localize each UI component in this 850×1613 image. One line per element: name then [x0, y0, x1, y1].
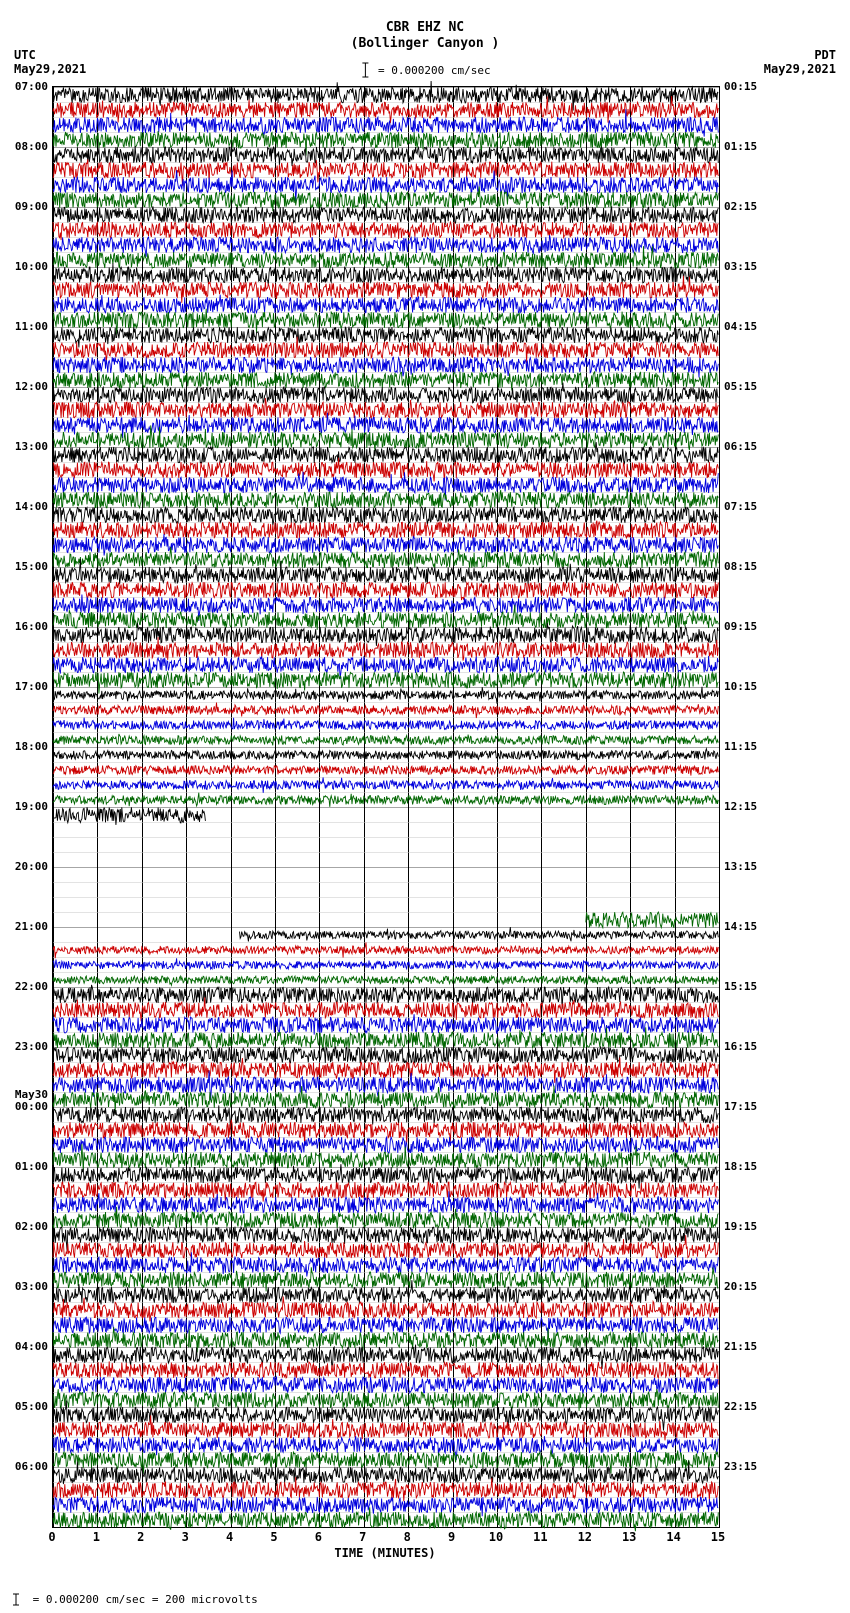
y-label-left: 20:00: [4, 860, 48, 873]
x-axis-title: TIME (MINUTES): [52, 1546, 718, 1560]
y-label-right: 11:15: [724, 740, 757, 753]
y-label-left: 03:00: [4, 1280, 48, 1293]
seismic-trace: [53, 799, 719, 831]
x-tick-label: 7: [359, 1530, 366, 1544]
x-tick-label: 2: [137, 1530, 144, 1544]
y-label-left: 18:00: [4, 740, 48, 753]
y-label-left: 21:00: [4, 920, 48, 933]
y-label-right: 10:15: [724, 680, 757, 693]
y-label-left: 23:00: [4, 1040, 48, 1053]
y-label-left: 02:00: [4, 1220, 48, 1233]
x-tick-label: 11: [533, 1530, 547, 1544]
y-label-left: 12:00: [4, 380, 48, 393]
y-label-right: 03:15: [724, 260, 757, 273]
scale-text: = 0.000200 cm/sec: [378, 64, 491, 77]
y-label-left: 01:00: [4, 1160, 48, 1173]
y-label-left: 19:00: [4, 800, 48, 813]
scale-indicator: = 0.000200 cm/sec: [359, 62, 490, 80]
y-label-left: 05:00: [4, 1400, 48, 1413]
y-label-left: 08:00: [4, 140, 48, 153]
x-tick-label: 9: [448, 1530, 455, 1544]
y-label-left: 16:00: [4, 620, 48, 633]
y-label-right: 23:15: [724, 1460, 757, 1473]
y-label-right: 05:15: [724, 380, 757, 393]
x-tick-label: 5: [270, 1530, 277, 1544]
y-label-right: 13:15: [724, 860, 757, 873]
y-label-right: 00:15: [724, 80, 757, 93]
y-label-left: 10:00: [4, 260, 48, 273]
seismic-trace: [53, 1504, 719, 1536]
y-label-right: 18:15: [724, 1160, 757, 1173]
x-tick-label: 13: [622, 1530, 636, 1544]
y-label-right: 22:15: [724, 1400, 757, 1413]
tz-right: PDT: [814, 48, 836, 62]
y-label-right: 01:15: [724, 140, 757, 153]
y-label-left: 04:00: [4, 1340, 48, 1353]
x-tick-label: 1: [93, 1530, 100, 1544]
station-location: (Bollinger Canyon ): [0, 36, 850, 52]
y-label-right: 19:15: [724, 1220, 757, 1233]
y-label-right: 17:15: [724, 1100, 757, 1113]
date-left: May29,2021: [14, 62, 86, 76]
seismogram-container: CBR EHZ NC (Bollinger Canyon ) = 0.00020…: [0, 0, 850, 1613]
y-label-left: 09:00: [4, 200, 48, 213]
y-label-right: 04:15: [724, 320, 757, 333]
y-label-right: 14:15: [724, 920, 757, 933]
y-label-right: 06:15: [724, 440, 757, 453]
y-label-left: 07:00: [4, 80, 48, 93]
y-label-left: 14:00: [4, 500, 48, 513]
y-label-right: 15:15: [724, 980, 757, 993]
x-tick-label: 0: [48, 1530, 55, 1544]
x-tick-label: 4: [226, 1530, 233, 1544]
x-tick-label: 14: [666, 1530, 680, 1544]
y-label-right: 20:15: [724, 1280, 757, 1293]
header: CBR EHZ NC (Bollinger Canyon ): [0, 20, 850, 51]
footer-text: = 0.000200 cm/sec = 200 microvolts: [33, 1593, 258, 1606]
x-tick-label: 6: [315, 1530, 322, 1544]
y-label-right: 07:15: [724, 500, 757, 513]
y-label-left: 17:00: [4, 680, 48, 693]
y-label-right: 21:15: [724, 1340, 757, 1353]
x-tick-label: 10: [489, 1530, 503, 1544]
y-label-right: 09:15: [724, 620, 757, 633]
station-id: CBR EHZ NC: [0, 20, 850, 36]
x-tick-label: 3: [182, 1530, 189, 1544]
y-label-left: 00:00: [4, 1100, 48, 1113]
y-label-left: 06:00: [4, 1460, 48, 1473]
y-label-right: 16:15: [724, 1040, 757, 1053]
y-label-right: 12:15: [724, 800, 757, 813]
y-label-right: 02:15: [724, 200, 757, 213]
y-label-left: 13:00: [4, 440, 48, 453]
y-label-left: 11:00: [4, 320, 48, 333]
footer: = 0.000200 cm/sec = 200 microvolts: [6, 1593, 258, 1607]
x-tick-label: 8: [404, 1530, 411, 1544]
x-tick-label: 12: [578, 1530, 592, 1544]
x-tick-label: 15: [711, 1530, 725, 1544]
y-label-left: 22:00: [4, 980, 48, 993]
date-right: May29,2021: [764, 62, 836, 76]
y-label-left: 15:00: [4, 560, 48, 573]
seismogram-plot: [52, 86, 720, 1528]
tz-left: UTC: [14, 48, 36, 62]
y-label-right: 08:15: [724, 560, 757, 573]
